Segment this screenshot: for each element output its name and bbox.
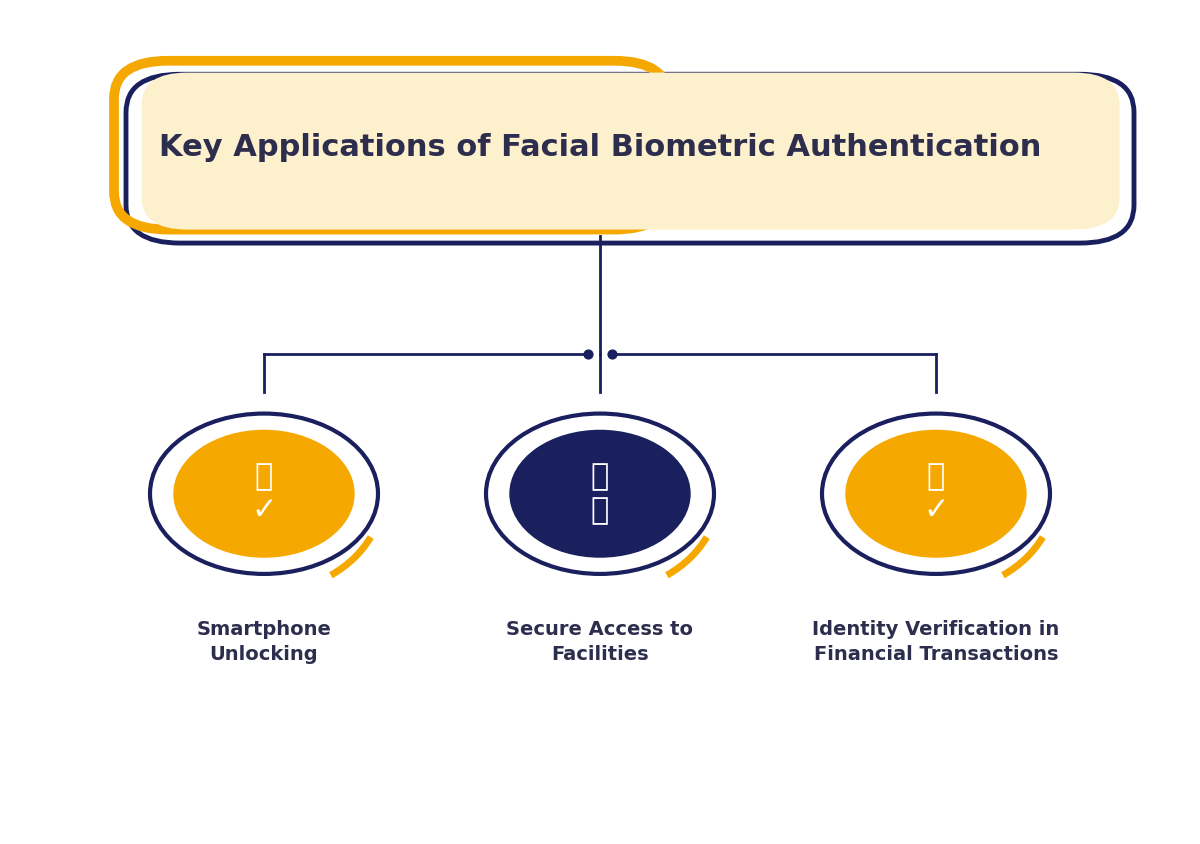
Text: Secure Access to
Facilities: Secure Access to Facilities: [506, 620, 694, 664]
FancyBboxPatch shape: [126, 74, 1134, 243]
Circle shape: [140, 407, 388, 581]
Text: 🔓
✓: 🔓 ✓: [251, 463, 277, 525]
Circle shape: [510, 430, 690, 557]
Circle shape: [476, 407, 724, 581]
Circle shape: [846, 430, 1026, 557]
Text: Identity Verification in
Financial Transactions: Identity Verification in Financial Trans…: [812, 620, 1060, 664]
Point: [578, 348, 598, 361]
Text: Key Applications of Facial Biometric Authentication: Key Applications of Facial Biometric Aut…: [158, 133, 1042, 162]
Circle shape: [174, 430, 354, 557]
Text: Smartphone
Unlocking: Smartphone Unlocking: [197, 620, 331, 664]
Point: [602, 348, 622, 361]
FancyBboxPatch shape: [142, 73, 1120, 230]
Text: 👤
🛡: 👤 🛡: [590, 463, 610, 525]
Text: 📱
✓: 📱 ✓: [923, 463, 949, 525]
Circle shape: [812, 407, 1060, 581]
